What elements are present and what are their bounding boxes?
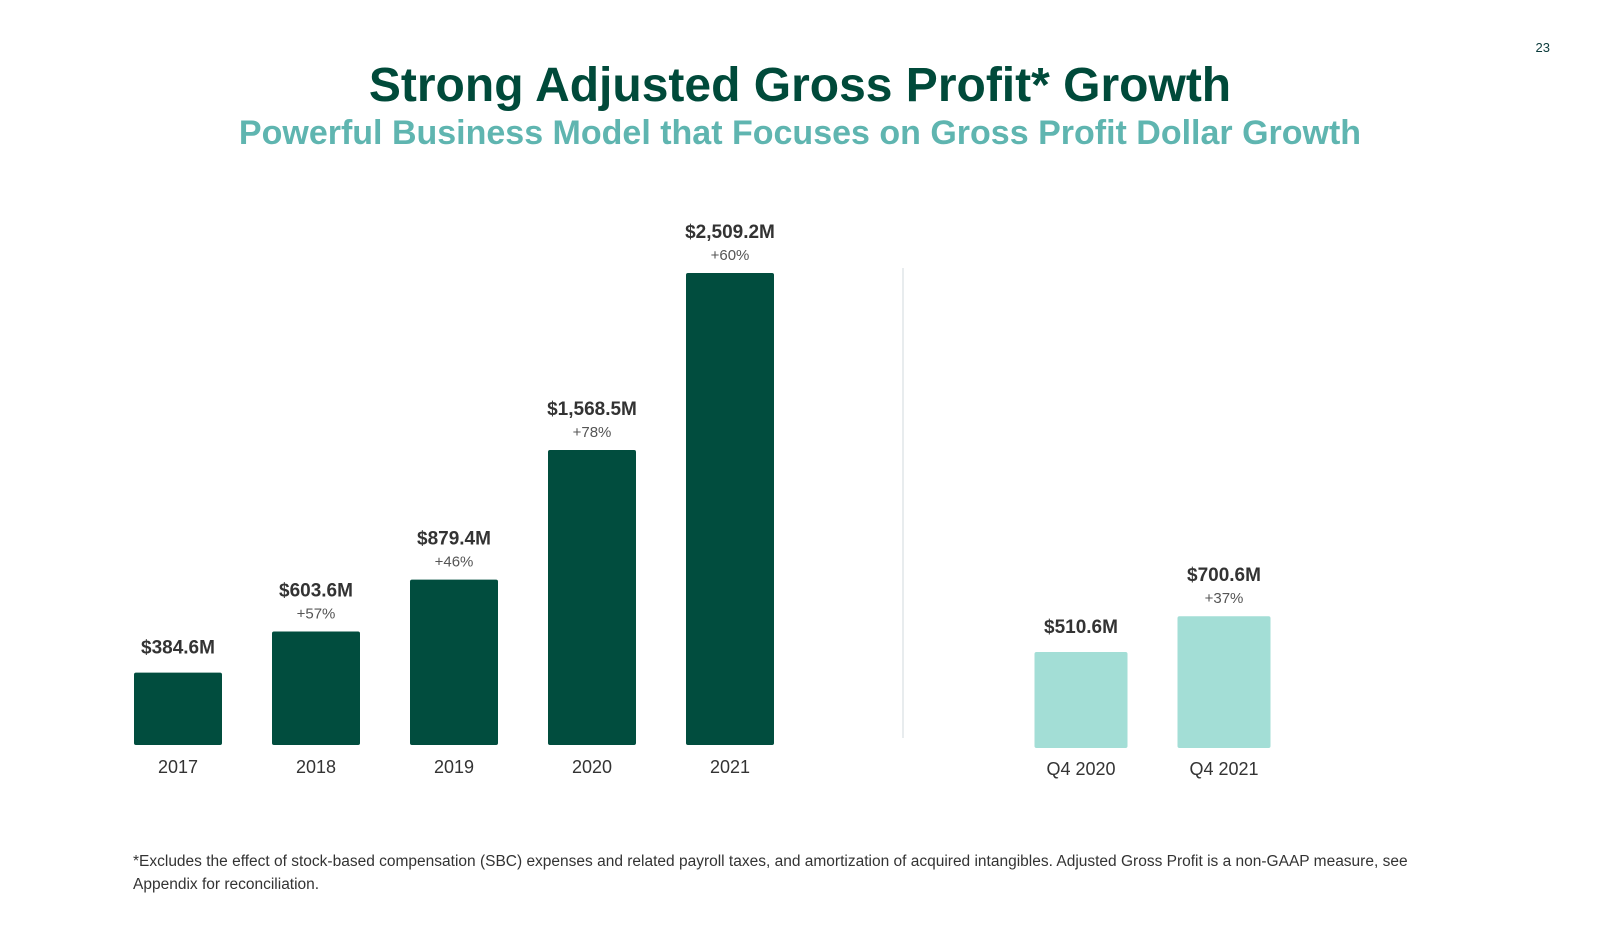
growth-label: +37% [1205, 590, 1244, 607]
growth-label: +46% [435, 554, 474, 571]
value-label: $1,568.5M [547, 399, 637, 420]
footnote: *Excludes the effect of stock-based comp… [133, 853, 1408, 893]
growth-label: +57% [297, 605, 336, 622]
value-label: $2,509.2M [685, 222, 775, 243]
quarterly-bar-chart: $510.6M Q4 2020 $700.6M +37% Q4 2021 [1034, 565, 1271, 779]
category-label: 2019 [434, 757, 474, 777]
growth-label: +60% [711, 247, 750, 264]
category-label: 2021 [710, 757, 750, 777]
annual-bar-2019 [410, 579, 498, 745]
value-label: $700.6M [1187, 565, 1261, 586]
category-label: Q4 2020 [1046, 759, 1115, 779]
category-label: 2020 [572, 757, 612, 777]
value-label: $603.6M [279, 580, 353, 601]
value-label: $384.6M [141, 638, 215, 659]
page-subtitle: Powerful Business Model that Focuses on … [238, 114, 1362, 152]
value-label: $879.4M [417, 529, 491, 550]
annual-bar-2017 [134, 672, 222, 745]
quarterly-bar-q4-2021 [1177, 616, 1271, 748]
annual-bar-2020 [548, 449, 636, 745]
page-title: Strong Adjusted Gross Profit* Growth [368, 59, 1232, 112]
category-label: Q4 2021 [1189, 759, 1258, 779]
annual-bar-2018 [272, 631, 360, 745]
category-label: 2017 [158, 757, 198, 777]
annual-bar-2021 [686, 273, 774, 745]
value-label: $510.6M [1044, 617, 1118, 638]
category-label: 2018 [296, 757, 336, 777]
quarterly-bar-q4-2020 [1034, 651, 1128, 748]
page-number: 23 [1535, 40, 1550, 55]
annual-bar-chart: $384.6M 2017 $603.6M +57% 2018 $879.4M +46% 201… [134, 222, 775, 777]
growth-label: +78% [573, 424, 612, 441]
